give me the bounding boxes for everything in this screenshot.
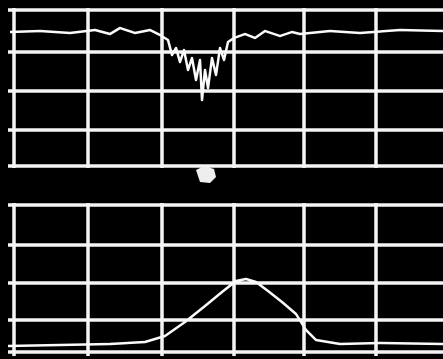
page-body [0, 0, 443, 359]
scope-screen [0, 0, 443, 359]
page: Oscilloscope screenshot {} html, body { … [0, 0, 443, 359]
